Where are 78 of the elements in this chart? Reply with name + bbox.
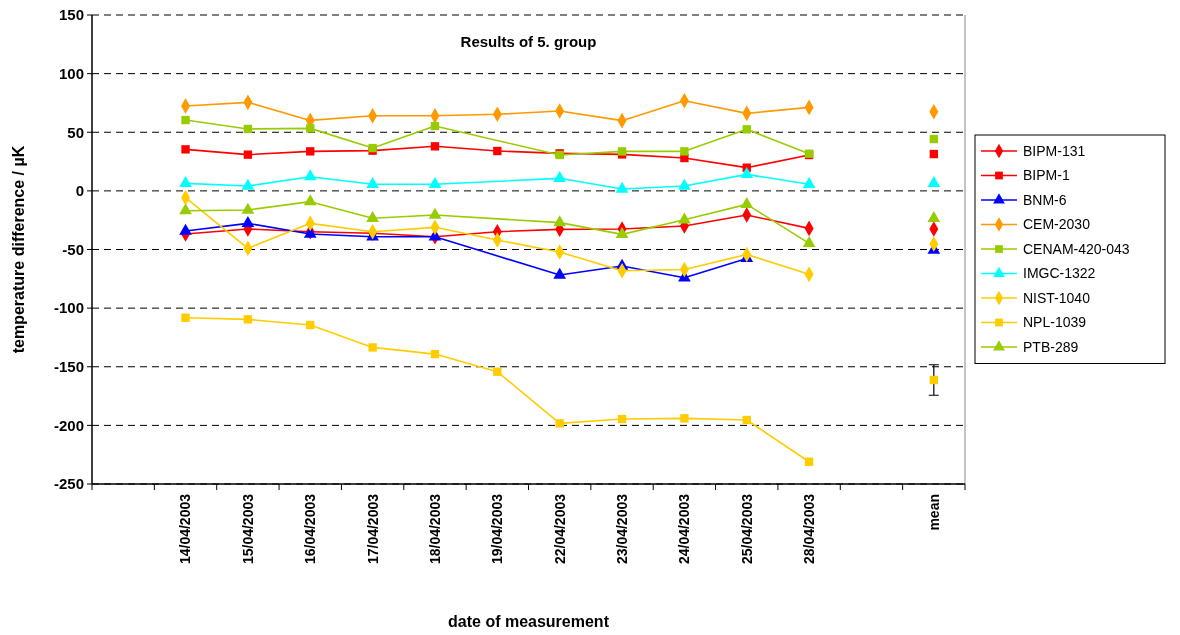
text: Results of 5. group bbox=[460, 33, 597, 50]
point bbox=[181, 145, 190, 154]
y-tick-label: -100 bbox=[53, 299, 84, 317]
y-tick-label: -250 bbox=[53, 475, 84, 493]
point bbox=[804, 457, 814, 466]
x-tick-label: 18/04/2003 bbox=[426, 493, 443, 565]
point bbox=[181, 115, 190, 125]
point bbox=[493, 146, 502, 156]
point bbox=[243, 150, 253, 159]
point bbox=[366, 210, 379, 222]
point bbox=[802, 176, 816, 188]
point bbox=[428, 176, 442, 188]
y-tick-label: -200 bbox=[53, 416, 84, 434]
y-tick-label: 100 bbox=[58, 64, 84, 82]
legend-label: BIPM-131 bbox=[1023, 142, 1086, 159]
x-tick-label: mean bbox=[925, 494, 942, 531]
x-tick-label: 28/04/2003 bbox=[801, 493, 818, 565]
legend-label: CENAM-420-043 bbox=[1023, 240, 1130, 257]
point bbox=[740, 167, 754, 179]
x-axis-title: date of measurement bbox=[448, 613, 610, 630]
legend-label: IMGC-1322 bbox=[1023, 265, 1096, 282]
point bbox=[742, 125, 751, 134]
point bbox=[678, 212, 691, 224]
point bbox=[306, 320, 315, 330]
legend-label: BIPM-1 bbox=[1023, 167, 1070, 184]
point bbox=[181, 313, 190, 322]
x-tick-label: 14/04/2003 bbox=[177, 493, 194, 565]
x-tick-label: 17/04/2003 bbox=[364, 493, 381, 565]
point bbox=[179, 223, 192, 235]
point bbox=[306, 124, 315, 133]
point bbox=[742, 415, 751, 425]
point bbox=[241, 178, 255, 190]
point bbox=[430, 349, 440, 359]
point bbox=[368, 343, 377, 352]
x-tick-label: 16/04/2003 bbox=[302, 493, 319, 565]
point bbox=[615, 181, 629, 193]
point bbox=[555, 419, 564, 428]
legend-label: NIST-1040 bbox=[1023, 289, 1091, 306]
point bbox=[617, 414, 627, 424]
point bbox=[740, 197, 754, 209]
y-tick-label: -150 bbox=[53, 358, 84, 375]
legend-label: CEM-2030 bbox=[1023, 216, 1091, 233]
y-tick-label: 150 bbox=[58, 6, 84, 24]
point bbox=[243, 315, 253, 324]
point bbox=[303, 194, 317, 206]
point bbox=[241, 202, 255, 214]
point bbox=[303, 169, 317, 181]
point bbox=[615, 227, 629, 239]
point bbox=[493, 367, 502, 376]
point bbox=[179, 203, 192, 215]
y-tick-label: -50 bbox=[62, 240, 84, 258]
point bbox=[430, 121, 440, 131]
y-tick-label: 0 bbox=[75, 182, 84, 200]
point bbox=[802, 236, 816, 248]
point bbox=[366, 176, 379, 188]
x-tick-label: 19/04/2003 bbox=[489, 493, 506, 565]
legend-label: PTB-289 bbox=[1023, 338, 1079, 355]
point bbox=[243, 124, 253, 134]
point bbox=[678, 178, 691, 190]
point bbox=[553, 170, 567, 182]
y-tick-label: 50 bbox=[67, 123, 84, 141]
point bbox=[680, 147, 689, 156]
point bbox=[179, 176, 192, 188]
x-tick-label: 25/04/2003 bbox=[738, 493, 755, 565]
legend-label: NPL-1039 bbox=[1023, 314, 1087, 331]
point bbox=[241, 216, 255, 228]
point bbox=[553, 215, 567, 227]
point bbox=[680, 414, 689, 423]
x-tick-label: 24/04/2003 bbox=[676, 493, 693, 565]
point bbox=[306, 147, 315, 156]
y-axis-title: temperature difference / µK bbox=[10, 145, 27, 354]
point bbox=[428, 207, 442, 219]
x-tick-label: 23/04/2003 bbox=[613, 493, 630, 565]
x-tick-label: 15/04/2003 bbox=[239, 493, 256, 565]
x-tick-label: 22/04/2003 bbox=[551, 493, 568, 565]
point bbox=[553, 267, 567, 279]
legend-label: BNM-6 bbox=[1023, 191, 1067, 208]
point bbox=[430, 142, 440, 151]
